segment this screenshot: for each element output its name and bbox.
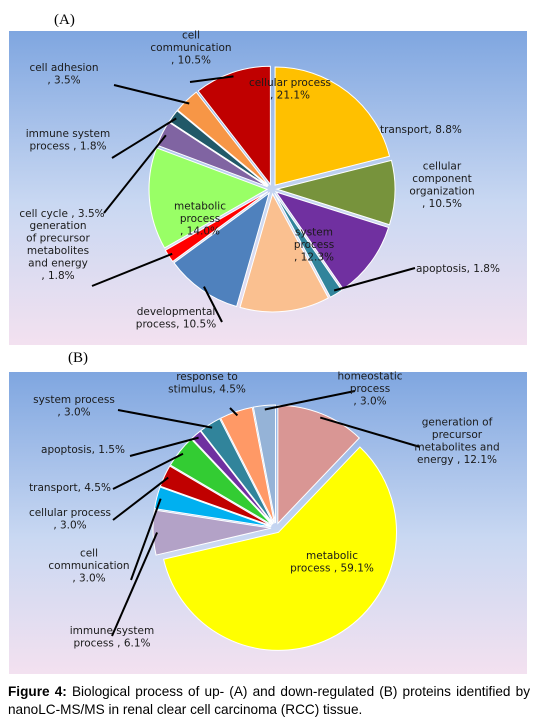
pie-chart-a: cellular process, 21.1% transport, 8.8% ce… <box>9 30 527 345</box>
pie-a-label-cellular-process-21-1: cellular process, 21.1% <box>249 77 331 102</box>
pie-b-slice-cell-communication-3-0 <box>153 486 272 528</box>
pie-b-label-cellular-process-3-0: cellular process, 3.0% <box>29 507 111 532</box>
pie-b-leader-immune-system-process-6-1 <box>111 532 159 637</box>
pie-chart-b: generation of precursor metabolites and ene… <box>9 371 527 674</box>
pie-b-label-response-to-stimulus-4-5: response to stimulus, 4.5% <box>168 371 246 396</box>
pie-b-leader-system-process-3-0 <box>117 409 213 429</box>
pie-a-label-transport-8-8: transport, 8.8% <box>380 124 462 136</box>
pie-b-leader-homeostatic-process-3-0 <box>264 390 356 411</box>
panel-b-letter: (B) <box>68 350 88 366</box>
pie-b-slice-system-process-3-0 <box>200 418 274 525</box>
pie-a-slice-cell-adhesion-3-5 <box>176 91 269 186</box>
pie-a-slice-apoptosis-1-8 <box>274 192 343 298</box>
pie-a-label-developmental-process-10-5: developmental process, 10.5% <box>136 306 216 331</box>
pie-b-leader-transport-4-5 <box>112 452 184 490</box>
pie-a-slice-metabolic-process-14-0 <box>148 147 269 249</box>
pie-a-slice-immune-system-process-1-8 <box>168 110 269 187</box>
pie-a-label-immune-system-process-1-8: immune system process , 1.8% <box>26 128 110 153</box>
pie-b-slice-homeostatic-process-3-0 <box>252 404 277 524</box>
pie-a-slice-cellular-process-21-1 <box>274 66 391 186</box>
pie-a-leader-cell-communication-10-5 <box>189 75 234 83</box>
pie-a-leader-apoptosis-1-8 <box>333 267 416 292</box>
pie-a-leader-immune-system-process-1-8 <box>111 117 177 159</box>
pie-a-label-generation-of-precursor-metabolites-and-energy-1-8: generation of precursor metabolites and ene… <box>26 220 90 282</box>
pie-a-label-cell-communication-10-5: cell communication, 10.5% <box>150 30 231 67</box>
pie-a-label-metabolic-process-14-0: metabolic process, 14.0% <box>174 201 226 238</box>
pie-b-leader-apoptosis-1-5 <box>129 436 199 457</box>
pie-b-leader-generation-of-precursor-metabolites-and-energy-12-1 <box>319 416 421 448</box>
caption-label: Figure 4: <box>8 684 67 699</box>
pie-a-slice-system-process-12-3 <box>239 192 330 313</box>
pie-b-leader-cell-communication-3-0 <box>130 498 162 581</box>
pie-b-label-transport-4-5: transport, 4.5% <box>29 482 111 494</box>
pie-a-leader-developmental-process-10-5 <box>203 286 223 323</box>
pie-a-label-system-process-12-3: system process, 12.3% <box>294 227 334 264</box>
panel-a-letter: (A) <box>54 12 75 28</box>
pie-b-slice-apoptosis-1-5 <box>191 430 274 525</box>
pie-a-label-cell-adhesion-3-5: cell adhesion, 3.5% <box>29 62 98 87</box>
pie-b-slice-immune-system-process-6-1 <box>152 509 272 556</box>
pie-b-label-homeostatic-process-3-0: homeostatic process, 3.0% <box>337 371 402 408</box>
pie-a-leader-cell-cycle-3-5 <box>103 134 167 214</box>
pie-a-slice-developmental-process-10-5 <box>173 191 271 308</box>
pie-a-leader-generation-of-precursor-metabolites-and-energy-1-8 <box>91 252 173 287</box>
pie-a-label-apoptosis-1-8: apoptosis, 1.8% <box>416 263 500 275</box>
pie-b-label-apoptosis-1-5: apoptosis, 1.5% <box>41 444 125 456</box>
pie-b-label-system-process-3-0: system process, 3.0% <box>33 394 115 419</box>
pie-a-leader-cell-adhesion-3-5 <box>113 84 190 105</box>
pie-a-label-cellular-component-organization-10-5: cellular component organization, 10.5% <box>409 160 474 210</box>
pie-a-label-cell-cycle-3-5: cell cycle , 3.5% <box>19 208 104 220</box>
pie-b-label-cell-communication-3-0: cell communication, 3.0% <box>48 548 129 585</box>
pie-b-slice-metabolic-process-59-1 <box>162 446 397 651</box>
pie-a-slice-cell-communication-10-5 <box>197 65 271 186</box>
pie-b-label-generation-of-precursor-metabolites-and-energy-12-1: generation of precursor metabolites and ene… <box>414 416 499 466</box>
pie-b-leader-cellular-process-3-0 <box>112 476 169 521</box>
caption-text: Biological process of up- (A) and down-r… <box>8 684 530 717</box>
figure-caption: Figure 4: Biological process of up- (A) … <box>8 683 530 719</box>
pie-b-label-metabolic-process-59-1: metabolic process , 59.1% <box>290 550 374 575</box>
pie-b-slice-response-to-stimulus-4-5 <box>220 406 275 524</box>
pie-a-slice-transport-8-8 <box>275 159 396 226</box>
pie-b-slice-cellular-process-3-0 <box>159 465 272 527</box>
pie-b-label-immune-system-process-6-1: immune system process , 6.1% <box>70 625 154 650</box>
pie-b-leader-response-to-stimulus-4-5 <box>229 407 239 417</box>
